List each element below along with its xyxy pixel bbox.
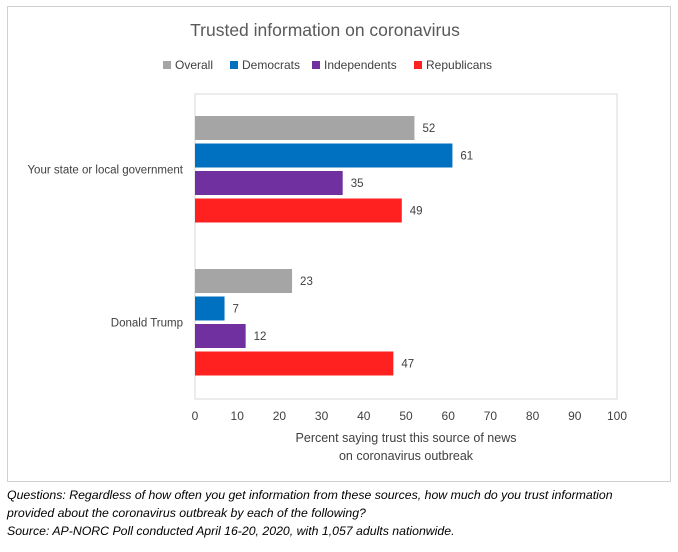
legend-label-democrats: Democrats [242,58,300,72]
caption-question-line-1: Questions: Regardless of how often you g… [7,488,613,502]
legend-swatch-republicans [414,61,422,69]
x-tick-label-30: 30 [315,409,329,423]
bar-overall-state-local-government [195,116,415,140]
x-tick-label-50: 50 [399,409,413,423]
caption-source-line: Source: AP-NORC Poll conducted April 16-… [7,524,455,538]
data-label-democrats-state-local-government: 61 [460,151,473,163]
bar-overall-donald-trump [195,269,293,293]
x-axis-title-line-2: on coronavirus outbreak [339,449,474,463]
caption: Questions: Regardless of how often you g… [7,486,675,540]
data-label-republicans-state-local-government: 49 [410,206,423,218]
x-tick-label-10: 10 [231,409,245,423]
x-tick-label-100: 100 [607,409,627,423]
data-label-overall-state-local-government: 52 [422,123,435,135]
plot-area-border [194,93,618,400]
data-label-republicans-donald-trump: 47 [401,359,414,371]
legend-label-republicans: Republicans [426,58,492,72]
legend-label-independents: Independents [324,58,397,72]
x-axis-title-line-1: Percent saying trust this source of news [296,431,517,445]
caption-question-line-2: provided about the coronavirus outbreak … [7,506,366,520]
bar-democrats-state-local-government [195,143,453,168]
legend-swatch-overall [163,61,171,69]
bar-democrats-donald-trump [195,296,225,321]
legend-label-overall: Overall [175,58,213,72]
chart-frame [7,6,671,482]
x-tick-label-70: 70 [484,409,498,423]
legend-swatch-democrats [230,61,238,69]
x-tick-label-60: 60 [442,409,456,423]
bar-chart: Trusted information on coronavirus Overal… [27,20,627,463]
legend-swatch-independents [312,61,320,69]
x-tick-label-80: 80 [526,409,540,423]
data-label-independents-state-local-government: 35 [351,178,364,190]
x-tick-label-0: 0 [192,409,199,423]
data-label-overall-donald-trump: 23 [300,276,313,288]
category-label-1: Your state or local government [27,164,183,176]
x-tick-label-90: 90 [568,409,582,423]
data-label-independents-donald-trump: 12 [254,331,267,343]
category-label-2: Donald Trump [111,317,183,329]
bar-independents-donald-trump [195,324,246,348]
bar-republicans-state-local-government [195,198,402,223]
chart-title: Trusted information on coronavirus [190,20,460,40]
bar-independents-state-local-government [195,171,343,195]
x-tick-label-20: 20 [273,409,287,423]
bar-republicans-donald-trump [195,351,394,376]
data-label-democrats-donald-trump: 7 [233,304,239,316]
x-tick-label-40: 40 [357,409,371,423]
